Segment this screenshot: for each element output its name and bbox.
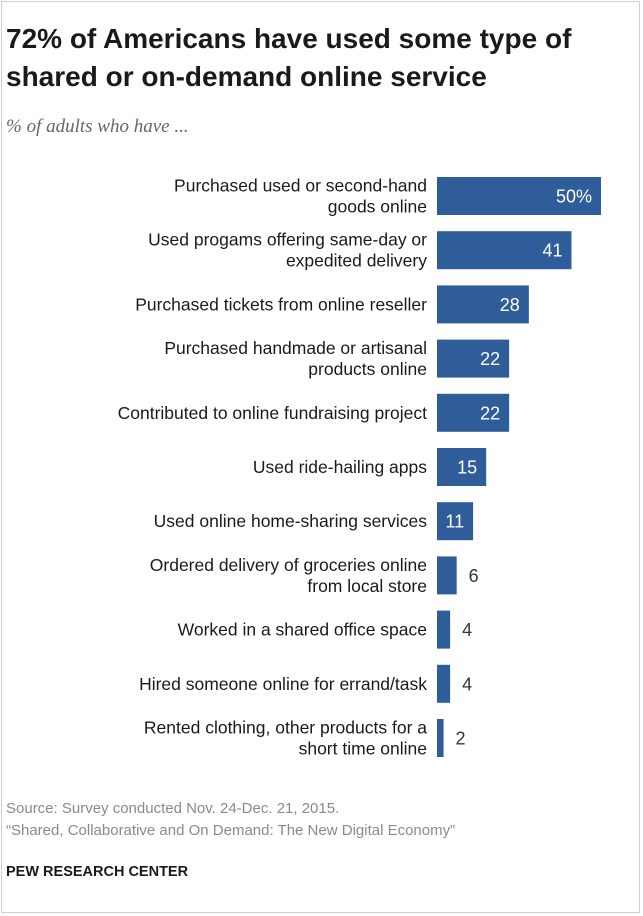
category-label: Contributed to online fundraising projec…	[118, 403, 427, 423]
chart-subtitle: % of adults who have ...	[6, 116, 189, 137]
bar	[437, 231, 572, 270]
source-line-1: Source: Survey conducted Nov. 24-Dec. 21…	[6, 800, 340, 817]
brand-footer: PEW RESEARCH CENTER	[6, 864, 189, 880]
category-label: Rented clothing, other products for a	[144, 718, 427, 738]
bar	[437, 610, 451, 649]
bar	[437, 339, 510, 378]
bar	[437, 664, 451, 703]
value-label: 28	[500, 295, 520, 315]
bar	[437, 502, 474, 541]
source-note: Source: Survey conducted Nov. 24-Dec. 21…	[6, 798, 455, 842]
category-label: products online	[308, 359, 427, 379]
category-label: short time online	[299, 739, 427, 759]
bar	[437, 719, 444, 757]
bar	[437, 556, 457, 595]
value-label: 2	[456, 729, 466, 749]
source-line-2: “Shared, Collaborative and On Demand: Th…	[6, 822, 456, 839]
category-label: Purchased used or second-hand	[174, 176, 427, 196]
value-label: 4	[462, 674, 472, 694]
chart-title: 72% of Americans have used some type of …	[6, 23, 572, 92]
value-label: 50%	[556, 187, 592, 207]
bar	[437, 448, 487, 486]
category-label: Hired someone online for errand/task	[139, 674, 427, 694]
value-label: 15	[457, 458, 477, 478]
value-label: 41	[542, 241, 562, 261]
bar	[437, 177, 601, 215]
value-label: 4	[462, 620, 472, 640]
bar	[437, 285, 529, 324]
category-label: Used ride-hailing apps	[253, 457, 427, 477]
value-label: 22	[480, 403, 500, 423]
value-label: 11	[445, 512, 464, 532]
category-label: Purchased handmade or artisanal	[164, 338, 427, 358]
value-label: 6	[469, 566, 479, 586]
category-label: expedited delivery	[286, 251, 427, 271]
category-label: Ordered delivery of groceries online	[150, 555, 427, 575]
bar	[437, 393, 510, 432]
category-label: Purchased tickets from online reseller	[135, 294, 427, 314]
value-label: 22	[480, 349, 500, 369]
category-label: Worked in a shared office space	[178, 620, 427, 640]
category-label: Used online home-sharing services	[154, 511, 428, 531]
category-label: from local store	[307, 576, 427, 596]
category-label: Used progams offering same-day or	[148, 230, 427, 250]
category-label: goods online	[328, 197, 427, 217]
